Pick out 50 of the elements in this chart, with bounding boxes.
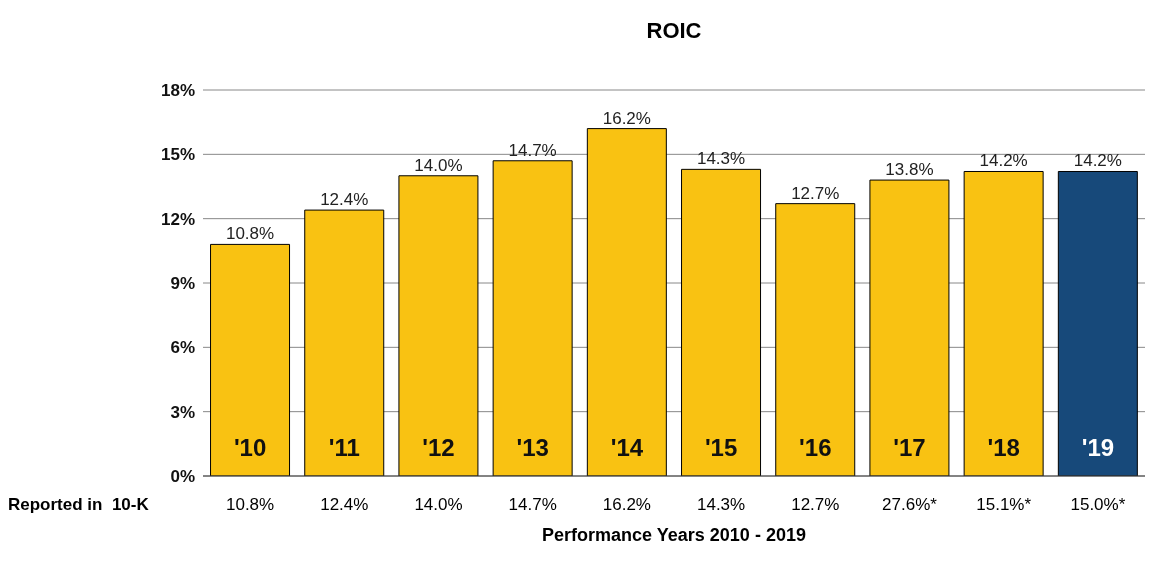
text: 14.7% (507, 495, 558, 515)
data-label: 13.8% (885, 160, 934, 180)
data-label: 14.7% (508, 140, 557, 160)
x-tick-label: '11 (328, 434, 360, 461)
text: 12.4% (319, 495, 370, 515)
bar (210, 243, 291, 476)
bar (398, 175, 479, 476)
x-tick-label: '10 (233, 434, 267, 461)
y-tick-label: 6% (170, 338, 195, 358)
data-label: 12.4% (320, 190, 369, 210)
bar (963, 170, 1044, 476)
bar (775, 203, 856, 476)
x-tick-label: '19 (1081, 434, 1115, 461)
bar (681, 168, 762, 476)
y-tick-label: 3% (170, 402, 195, 422)
text: 10.8% (225, 495, 276, 515)
x-tick-label: '12 (422, 434, 455, 461)
bar (869, 179, 950, 476)
bar (1057, 170, 1138, 476)
y-tick-label: 18% (160, 81, 195, 101)
data-label: 12.7% (791, 183, 840, 203)
data-label: 10.8% (225, 224, 275, 244)
x-tick-label: '17 (893, 434, 926, 461)
data-label: 14.3% (696, 149, 746, 169)
x-axis-title: Performance Years 2010 - 2019 (541, 525, 807, 546)
text: 15.1%* (975, 495, 1033, 515)
y-tick-label: 0% (170, 467, 195, 487)
x-tick-label: '15 (704, 434, 738, 461)
x-tick-label: '13 (516, 434, 549, 461)
data-label: 14.2% (979, 151, 1028, 171)
y-tick-label: 9% (170, 274, 195, 294)
chart-title: ROIC (645, 18, 703, 44)
y-tick-label: 12% (160, 209, 195, 229)
text: 14.3% (696, 495, 747, 515)
text: 12.7% (790, 495, 841, 515)
x-tick-label: '14 (610, 434, 644, 461)
text: 16.2% (601, 495, 652, 515)
text: 27.6%* (881, 495, 938, 515)
text: Reported in 10-K (8, 495, 150, 515)
bar (304, 209, 385, 476)
bar (492, 160, 573, 476)
text: 14.0% (413, 495, 464, 515)
data-label: 14.0% (414, 155, 463, 175)
text: 15.0%* (1069, 495, 1127, 515)
data-label: 16.2% (602, 108, 651, 128)
y-tick-label: 15% (160, 145, 195, 165)
x-tick-label: '18 (987, 434, 1020, 461)
x-tick-label: '16 (799, 434, 832, 461)
bar (586, 128, 667, 476)
data-label: 14.2% (1073, 151, 1122, 171)
